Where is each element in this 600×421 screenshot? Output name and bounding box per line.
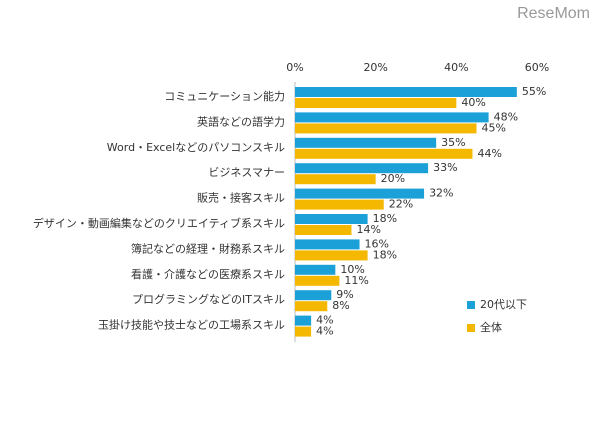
category-label: 簿記などの経理・財務系スキル: [131, 241, 285, 255]
category-label: Word・Excelなどのパソコンスキル: [107, 141, 285, 154]
legend-swatch: [467, 301, 475, 309]
value-label: 44%: [477, 147, 501, 160]
value-label: 35%: [441, 136, 465, 149]
value-label: 55%: [522, 85, 546, 98]
bar: [295, 239, 360, 250]
bar: [295, 188, 425, 199]
category-label: 玉掛け技能や技士などの工場系スキル: [98, 318, 285, 332]
bar: [295, 137, 437, 148]
bar: [295, 148, 473, 159]
bar: [295, 98, 457, 108]
bar: [295, 163, 429, 174]
value-label: 18%: [373, 248, 397, 261]
bar: [295, 290, 332, 301]
value-label: 32%: [429, 187, 453, 200]
category-label: 看護・介護などの医療系スキル: [131, 267, 285, 281]
value-label: 18%: [373, 212, 397, 225]
bar: [295, 174, 376, 185]
bar: [295, 301, 328, 312]
value-label: 40%: [461, 96, 485, 109]
x-tick-label: 20%: [363, 61, 387, 74]
category-label: 販売・接客スキル: [197, 191, 285, 205]
value-label: 45%: [482, 121, 506, 134]
value-label: 16%: [365, 237, 389, 250]
value-label: 10%: [340, 263, 364, 276]
bar: [295, 112, 489, 123]
bar: [295, 123, 477, 134]
bar: [295, 264, 336, 275]
value-label: 8%: [332, 299, 349, 312]
x-tick-label: 60%: [525, 61, 549, 74]
value-label: 11%: [344, 274, 368, 287]
bar: [295, 250, 368, 261]
value-label: 48%: [494, 110, 518, 123]
value-label: 4%: [316, 314, 333, 327]
value-label: 9%: [336, 288, 353, 301]
bar: [295, 199, 384, 210]
bar: [295, 214, 368, 224]
x-tick-label: 0%: [286, 61, 303, 74]
category-label: デザイン・動画編集などのクリエイティブ系スキル: [33, 216, 285, 230]
bar: [295, 87, 517, 97]
bar: [295, 275, 340, 286]
watermark: ReseMom: [517, 5, 590, 22]
category-label: プログラミングなどのITスキル: [132, 292, 285, 306]
bar: [295, 315, 312, 326]
bar: [295, 326, 312, 337]
value-label: 14%: [356, 223, 380, 236]
legend-swatch: [467, 324, 475, 332]
value-label: 20%: [381, 172, 405, 185]
category-label: 英語などの語学力: [197, 114, 285, 128]
value-label: 22%: [389, 198, 413, 211]
category-label: コミュニケーション能力: [164, 89, 285, 103]
category-label: ビジネスマナー: [208, 166, 285, 179]
x-tick-label: 40%: [444, 61, 468, 74]
legend-label: 20代以下: [480, 298, 527, 311]
bar: [295, 225, 352, 235]
value-label: 33%: [433, 161, 457, 174]
value-label: 4%: [316, 325, 333, 338]
legend-label: 全体: [480, 320, 502, 334]
